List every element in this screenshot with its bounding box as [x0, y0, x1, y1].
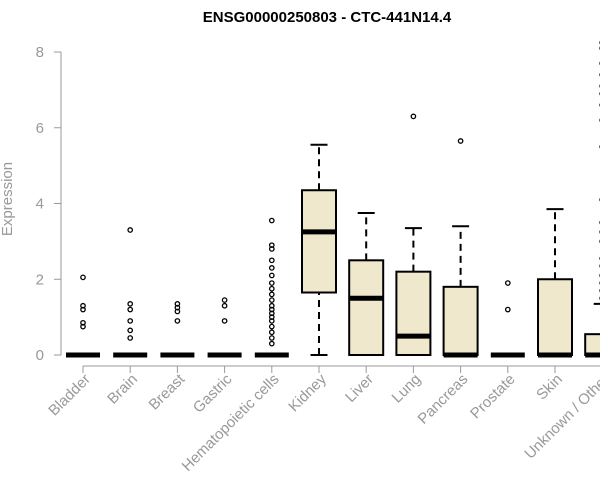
y-tick-label: 8 — [36, 44, 44, 61]
outlier-point — [80, 302, 86, 309]
x-tick-label: Skin — [533, 371, 566, 404]
outlier-point — [127, 301, 134, 307]
outlier-point — [268, 291, 275, 298]
boxes — [66, 40, 600, 358]
x-tick-label: Prostate — [467, 371, 519, 423]
box-skin — [537, 208, 573, 358]
box-body — [442, 285, 479, 357]
x-tick-label: Gastric — [190, 370, 236, 416]
box-lung — [395, 113, 432, 356]
box-body — [301, 189, 337, 294]
x-tick-label: Bladder — [45, 371, 94, 420]
box-breast — [160, 301, 195, 358]
x-tick-label: Breast — [146, 370, 189, 413]
outlier-point — [268, 242, 275, 249]
outlier-point — [457, 138, 464, 144]
y-axis-label: Expression — [0, 162, 16, 236]
box-bladder — [66, 274, 100, 358]
x-tick-label: Pancreas — [415, 371, 472, 428]
outlier-point — [221, 297, 228, 303]
outlier-point — [80, 274, 86, 281]
outlier-point — [268, 217, 275, 224]
y-tick-label: 6 — [36, 120, 44, 137]
box-body — [537, 278, 573, 356]
box-gastric — [207, 297, 242, 358]
outlier-point — [504, 280, 511, 286]
outlier-point — [410, 113, 417, 120]
outlier-point — [268, 280, 275, 286]
outlier-point — [127, 306, 134, 313]
outlier-point — [174, 318, 181, 324]
outlier-point — [268, 340, 275, 347]
x-tick-label: Kidney — [285, 370, 330, 415]
outlier-point — [504, 306, 511, 313]
outlier-point — [174, 301, 181, 307]
outlier-point — [221, 302, 228, 309]
outlier-point — [268, 335, 275, 341]
chart-title: ENSG00000250803 - CTC-441N14.4 — [203, 9, 452, 26]
box-body — [348, 259, 385, 356]
outlier-point — [221, 318, 228, 324]
outlier-point — [127, 227, 134, 233]
outlier-point — [127, 327, 134, 334]
x-tick-label: Liver — [342, 371, 377, 406]
outlier-point — [80, 319, 86, 326]
box-brain — [113, 227, 148, 358]
box-liver — [348, 211, 385, 356]
outlier-point — [127, 335, 134, 341]
box-body — [395, 270, 432, 356]
x-tick-label: Lung — [389, 371, 425, 407]
outlier-point — [268, 329, 275, 336]
outlier-point — [127, 318, 134, 324]
y-tick-label: 2 — [36, 271, 44, 288]
box-hematopoietic-cells — [254, 217, 289, 358]
outlier-point — [268, 302, 275, 309]
x-tick-label: Brain — [104, 371, 141, 408]
y-tick-label: 4 — [36, 196, 44, 213]
outlier-point — [268, 285, 275, 292]
box-prostate — [490, 280, 525, 358]
outlier-point — [268, 265, 275, 271]
outlier-point — [268, 323, 275, 330]
outlier-point — [268, 257, 275, 264]
box-unknown-other — [584, 40, 600, 358]
y-tick-label: 0 — [36, 347, 44, 364]
box-body — [584, 333, 600, 357]
box-pancreas — [442, 138, 479, 358]
outlier-point — [268, 272, 275, 279]
box-kidney — [301, 143, 337, 356]
outlier-point — [268, 297, 275, 303]
